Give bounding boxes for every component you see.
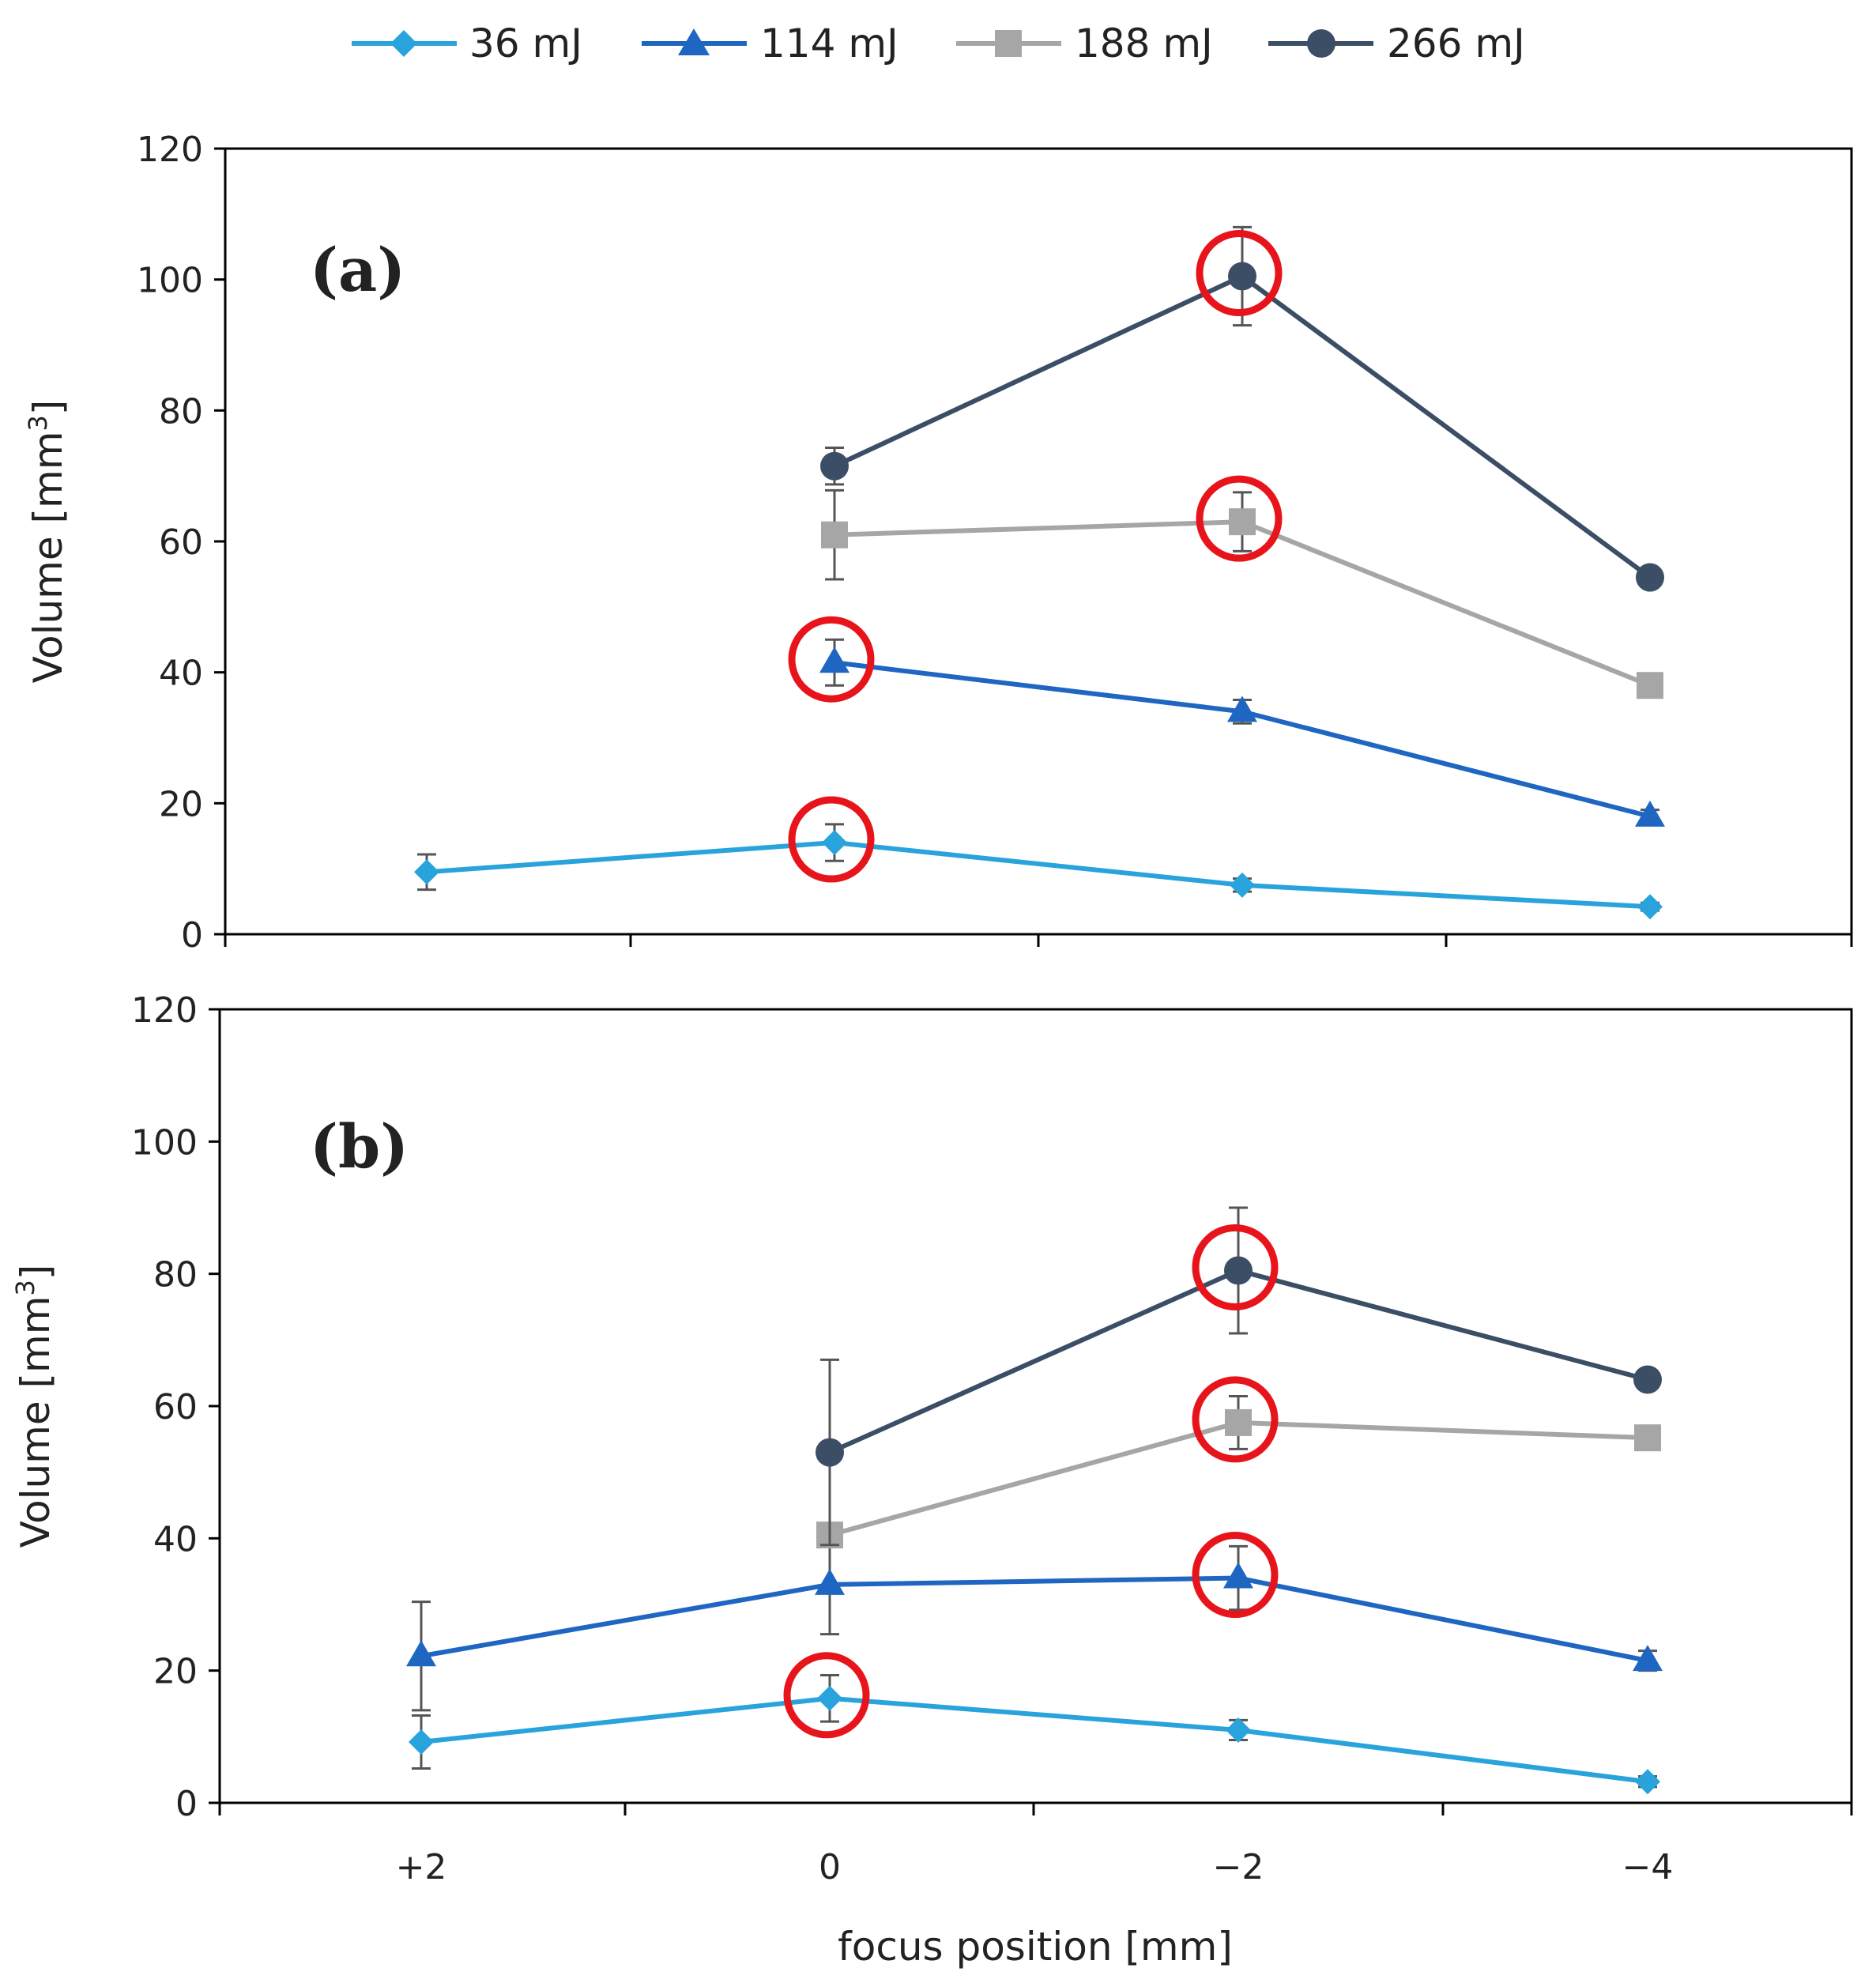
data-point	[817, 1685, 842, 1711]
y-axis-title: Volume [mm3]	[10, 1265, 58, 1548]
data-point	[822, 830, 847, 856]
y-tick-label: 40	[159, 654, 203, 694]
legend-marker-diamond-icon	[390, 30, 417, 57]
data-point	[1633, 1645, 1663, 1672]
legend-entry: 36 mJ	[352, 21, 582, 66]
y-tick-label: 20	[159, 784, 203, 824]
legend-marker-triangle-icon	[678, 28, 710, 55]
data-point	[1228, 262, 1256, 291]
y-tick-label: 20	[153, 1652, 198, 1692]
legend-label: 266 mJ	[1387, 21, 1525, 66]
highlight-circle	[1192, 1223, 1279, 1310]
data-point	[1637, 672, 1663, 699]
y-tick-label: 0	[175, 1784, 198, 1824]
highlight-circle	[788, 616, 875, 703]
legend-marker-circle-icon	[1307, 29, 1335, 58]
data-point	[821, 521, 848, 549]
y-tick-label: 0	[181, 915, 203, 956]
y-tick-label: 120	[131, 990, 198, 1031]
highlight-circle	[1192, 1376, 1279, 1463]
plot-area	[218, 1008, 1853, 1804]
series-line	[426, 840, 1651, 910]
y-tick-label: 40	[153, 1519, 198, 1559]
data-point	[1637, 894, 1663, 920]
highlight-circle	[1196, 230, 1283, 317]
y-tick-label: 80	[153, 1255, 198, 1295]
data-point	[1635, 1769, 1660, 1795]
highlight-circle	[1192, 1532, 1279, 1619]
data-point	[406, 1640, 436, 1667]
y-tick-label: 60	[153, 1387, 198, 1427]
data-point	[819, 647, 849, 673]
legend-entry: 266 mJ	[1268, 21, 1525, 66]
x-tick-label: 0	[819, 1847, 841, 1887]
data-point	[1230, 872, 1255, 898]
panel-a: 0 20 40 60 80 100 120 Volume [mm3] (a)	[23, 130, 1853, 956]
legend-entry: 188 mJ	[956, 21, 1213, 66]
x-tick-label: +2	[396, 1847, 447, 1887]
legend-entry: 114 mJ	[642, 21, 898, 66]
panel-label: (a)	[310, 235, 405, 305]
data-point	[1635, 800, 1665, 827]
y-tick-label: 80	[159, 391, 203, 432]
legend-label: 188 mJ	[1075, 21, 1213, 66]
series-line	[420, 1575, 1648, 1664]
legend-label: 114 mJ	[760, 21, 898, 66]
data-point	[414, 859, 439, 885]
panel-b: 0 20 40 60 80 100 120 +2 0 −2 −4 Volume [mm3] (b)	[10, 990, 1853, 1887]
x-axis-title: focus position [mm]	[838, 1924, 1233, 1970]
data-point	[1634, 1424, 1661, 1452]
data-point	[815, 1568, 845, 1595]
x-tick-label: −2	[1213, 1847, 1264, 1887]
series-line	[420, 1695, 1648, 1785]
legend: 36 mJ 114 mJ 188 mJ 266 mJ	[352, 21, 1525, 66]
data-point	[1633, 1365, 1662, 1394]
data-point	[1229, 508, 1256, 536]
data-point	[409, 1729, 434, 1755]
highlight-circle	[783, 1652, 870, 1739]
y-tick-label: 60	[159, 522, 203, 563]
data-point	[1636, 563, 1664, 592]
highlight-circle	[788, 796, 875, 883]
data-point	[1227, 696, 1257, 722]
data-point	[820, 451, 849, 481]
data-point	[1224, 1256, 1253, 1285]
y-tick-label: 120	[137, 130, 203, 170]
legend-marker-square-icon	[995, 30, 1022, 57]
plot-area	[224, 147, 1853, 936]
legend-label: 36 mJ	[469, 21, 582, 66]
data-point	[1225, 1408, 1252, 1436]
y-axis-title: Volume [mm3]	[23, 400, 71, 684]
data-point	[1226, 1717, 1251, 1743]
data-point	[816, 1438, 844, 1467]
x-tick-label: −4	[1622, 1847, 1674, 1887]
y-tick-label: 100	[137, 261, 203, 301]
highlight-circle	[1196, 475, 1283, 562]
data-point	[1223, 1562, 1253, 1589]
y-tick-label: 100	[131, 1122, 198, 1163]
series-line	[834, 660, 1651, 819]
panel-label: (b)	[310, 1111, 409, 1182]
